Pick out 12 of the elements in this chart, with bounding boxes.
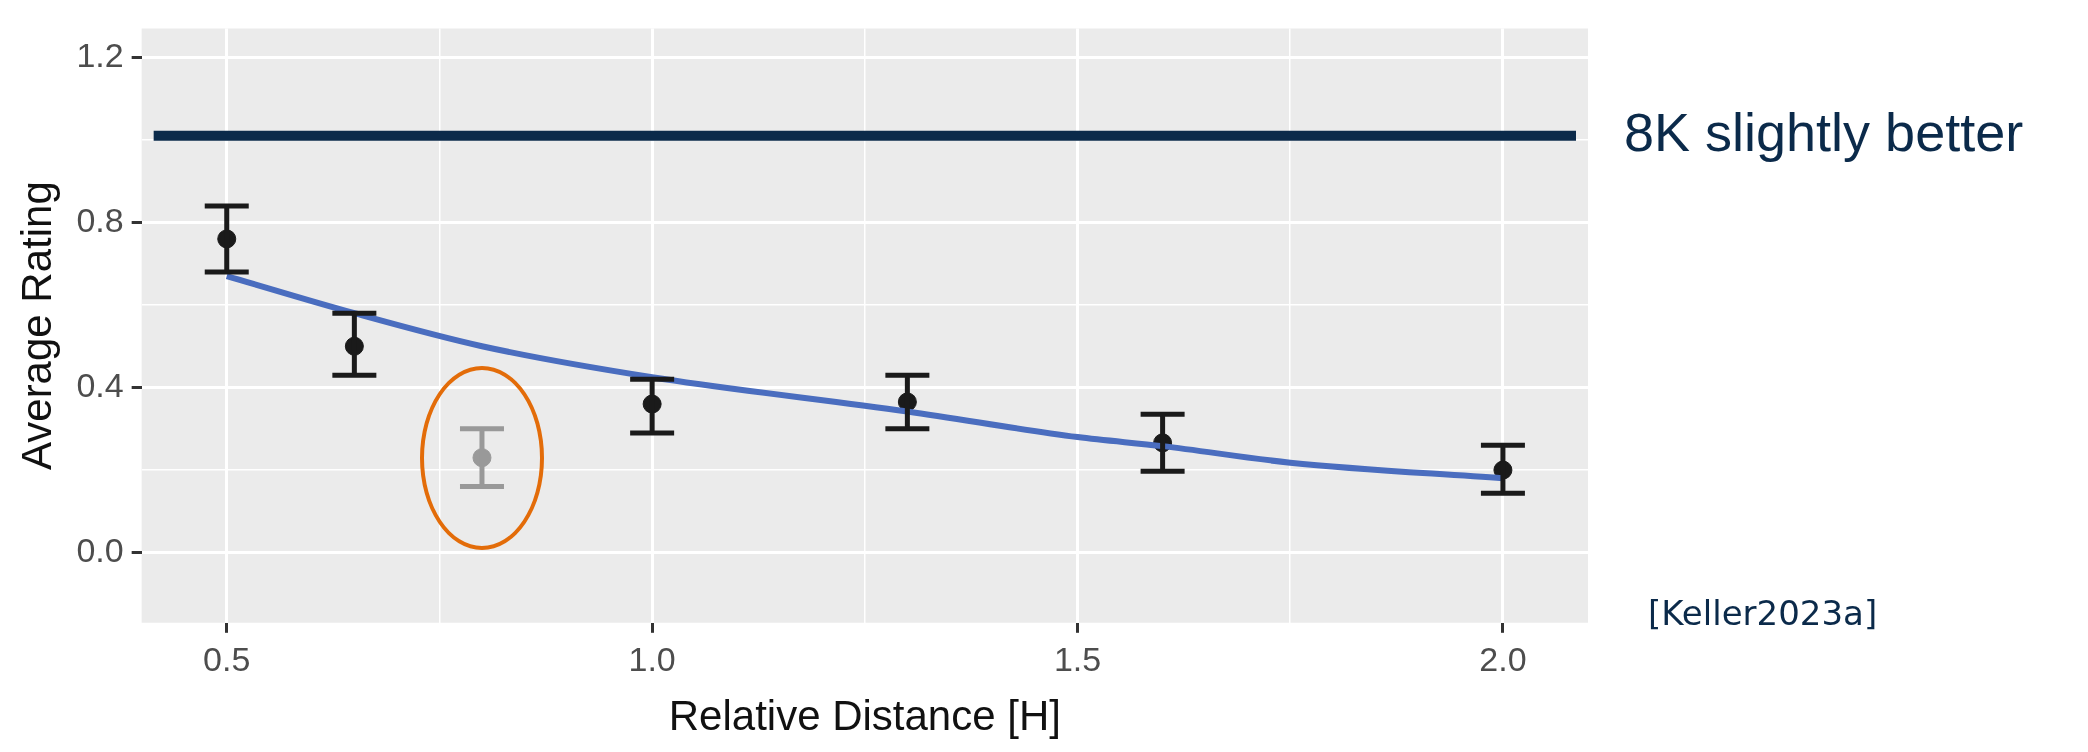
y-tick-label: 0.4 xyxy=(76,365,124,404)
text: [Keller2023a] xyxy=(1648,592,1878,633)
y-axis-title: Average Rating xyxy=(12,181,60,470)
x-tick-label: 2.0 xyxy=(1479,639,1527,678)
ref-line-label: 8K slightly better xyxy=(1624,101,2024,162)
x-tick-label: 1.5 xyxy=(1053,639,1102,678)
x-tick-label: 1.0 xyxy=(628,639,676,678)
x-tick-label: 0.5 xyxy=(203,639,251,678)
x-axis-title: Relative Distance [H] xyxy=(668,692,1061,740)
y-tick-label: 1.2 xyxy=(76,35,124,74)
y-tick-label: 0.0 xyxy=(76,531,124,569)
y-tick-label: 0.8 xyxy=(76,200,124,239)
